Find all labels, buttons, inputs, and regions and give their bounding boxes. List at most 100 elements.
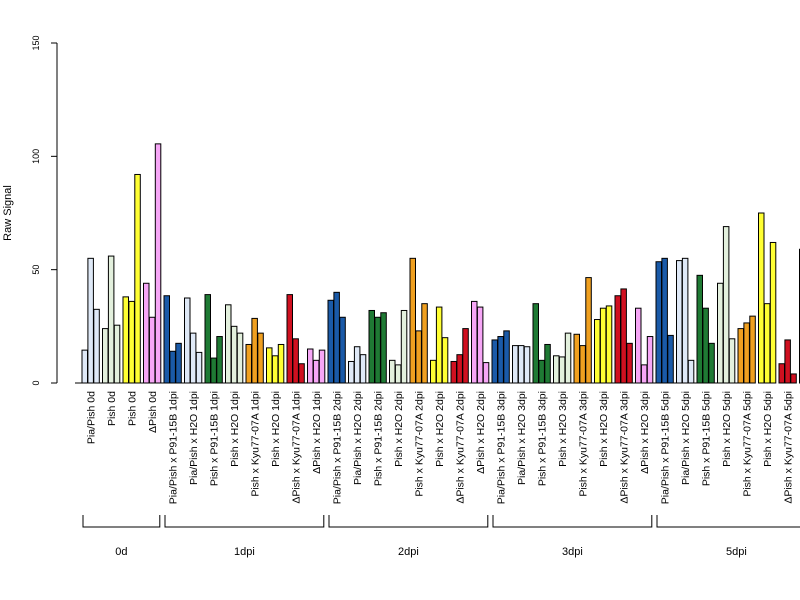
bar xyxy=(374,316,381,384)
bar xyxy=(758,212,765,384)
group-bracket xyxy=(492,515,653,528)
bar xyxy=(134,173,141,384)
bar xyxy=(122,296,129,384)
bar xyxy=(737,328,744,384)
x-tick-label: ΔPish x Kyu77-07A 1dpi xyxy=(291,391,303,504)
bar xyxy=(307,348,314,384)
x-tick-label: Pish 0d xyxy=(106,391,118,426)
group-bracket xyxy=(656,515,800,528)
bar xyxy=(769,241,777,384)
bar xyxy=(717,282,724,384)
bar xyxy=(318,349,326,384)
x-tick-label: Pish x H2O 2dpi xyxy=(393,391,405,467)
x-tick-label: Pish x P91-15B 1dpi xyxy=(209,391,221,486)
bar xyxy=(696,274,703,384)
bar xyxy=(491,339,498,384)
y-axis: 0 50 100 150 xyxy=(31,35,58,386)
bar xyxy=(339,316,346,384)
x-tick-label: ΔPish x H2O 1dpi xyxy=(311,391,323,474)
bar xyxy=(266,347,273,384)
group-label: 0d xyxy=(115,546,127,558)
bar xyxy=(784,339,791,384)
bar xyxy=(456,354,463,384)
x-tick-label: ΔPish x H2O 2dpi xyxy=(475,391,487,474)
bar xyxy=(553,355,560,384)
x-tick-label: Pish x H2O 2dpi xyxy=(434,391,446,467)
group-bracket xyxy=(328,515,489,528)
y-tick-label: 100 xyxy=(31,149,41,164)
bar xyxy=(292,338,299,384)
x-tick-label: Pia/Pish x P91-15B 3dpi xyxy=(496,391,508,504)
x-tick-label: Pish x H2O 5dpi xyxy=(721,391,733,467)
bar xyxy=(400,309,408,384)
bar xyxy=(503,330,510,384)
bar xyxy=(394,364,402,384)
group-brackets: 0d 1dpi 2dpi 3dpi 5dpi xyxy=(82,515,800,558)
x-tick-label: Pia/Pish x H2O 5dpi xyxy=(680,391,692,485)
group-bracket xyxy=(164,515,325,528)
bars-layer xyxy=(81,143,800,384)
group-label: 5dpi xyxy=(726,546,747,558)
x-tick-label: Pia/Pish x P91-15B 1dpi xyxy=(168,391,180,504)
bar xyxy=(163,295,170,384)
bar xyxy=(523,346,531,384)
bar xyxy=(435,306,443,384)
bar xyxy=(204,294,211,384)
bar xyxy=(409,257,416,384)
x-tick-label: ΔPish x H2O 3dpi xyxy=(639,391,651,474)
bar xyxy=(471,300,478,384)
bar xyxy=(599,307,607,384)
group-label: 2dpi xyxy=(398,546,419,558)
bar xyxy=(790,373,797,384)
x-tick-labels: Pia/Pish 0d Pish 0d Pish 0d ΔPish 0d Pia/Pis… xyxy=(86,391,795,504)
x-tick-label: Pia/Pish 0d xyxy=(86,391,98,444)
y-tick-label: 50 xyxy=(31,265,41,275)
bar xyxy=(312,359,320,384)
bar xyxy=(154,143,162,384)
x-tick-label: Pish x H2O 5dpi xyxy=(762,391,774,467)
bar xyxy=(558,356,566,384)
bar xyxy=(482,362,490,384)
bar xyxy=(81,349,88,384)
bar xyxy=(143,282,150,384)
bar xyxy=(430,359,437,384)
x-tick-label: Pish x P91-15B 2dpi xyxy=(373,391,385,486)
bar xyxy=(512,345,519,384)
bar xyxy=(532,303,539,384)
bar xyxy=(107,255,115,384)
bar xyxy=(327,299,334,384)
bar xyxy=(353,346,361,384)
bar xyxy=(333,291,340,384)
bar xyxy=(579,345,586,384)
bar xyxy=(544,343,551,384)
bar xyxy=(640,364,648,384)
bar xyxy=(380,312,387,384)
bar xyxy=(778,363,785,384)
bar xyxy=(441,337,449,384)
group-label: 3dpi xyxy=(562,546,583,558)
bar xyxy=(230,325,238,384)
bar xyxy=(389,359,396,384)
bar xyxy=(614,295,621,384)
bar xyxy=(462,328,469,384)
bar xyxy=(538,359,545,384)
bar xyxy=(251,317,258,384)
bar xyxy=(277,343,285,384)
x-tick-label: Pish x Kyu77-07A 2dpi xyxy=(414,391,426,497)
bar xyxy=(368,309,375,384)
bar xyxy=(655,261,662,384)
bar xyxy=(87,257,94,384)
x-tick-label: Pish x Kyu77-07A 3dpi xyxy=(578,391,590,497)
bar xyxy=(661,257,668,384)
group-label: 1dpi xyxy=(234,546,255,558)
x-tick-label: Pish x H2O 1dpi xyxy=(229,391,241,467)
x-tick-label: ΔPish 0d xyxy=(147,391,159,433)
bar xyxy=(728,338,736,384)
bar xyxy=(128,300,135,384)
x-tick-label: Pish x H2O 3dpi xyxy=(598,391,610,467)
bar xyxy=(517,345,525,384)
bar xyxy=(298,363,305,384)
bar xyxy=(667,334,674,384)
bar xyxy=(169,350,176,384)
x-tick-label: Pia/Pish x H2O 3dpi xyxy=(516,391,528,485)
